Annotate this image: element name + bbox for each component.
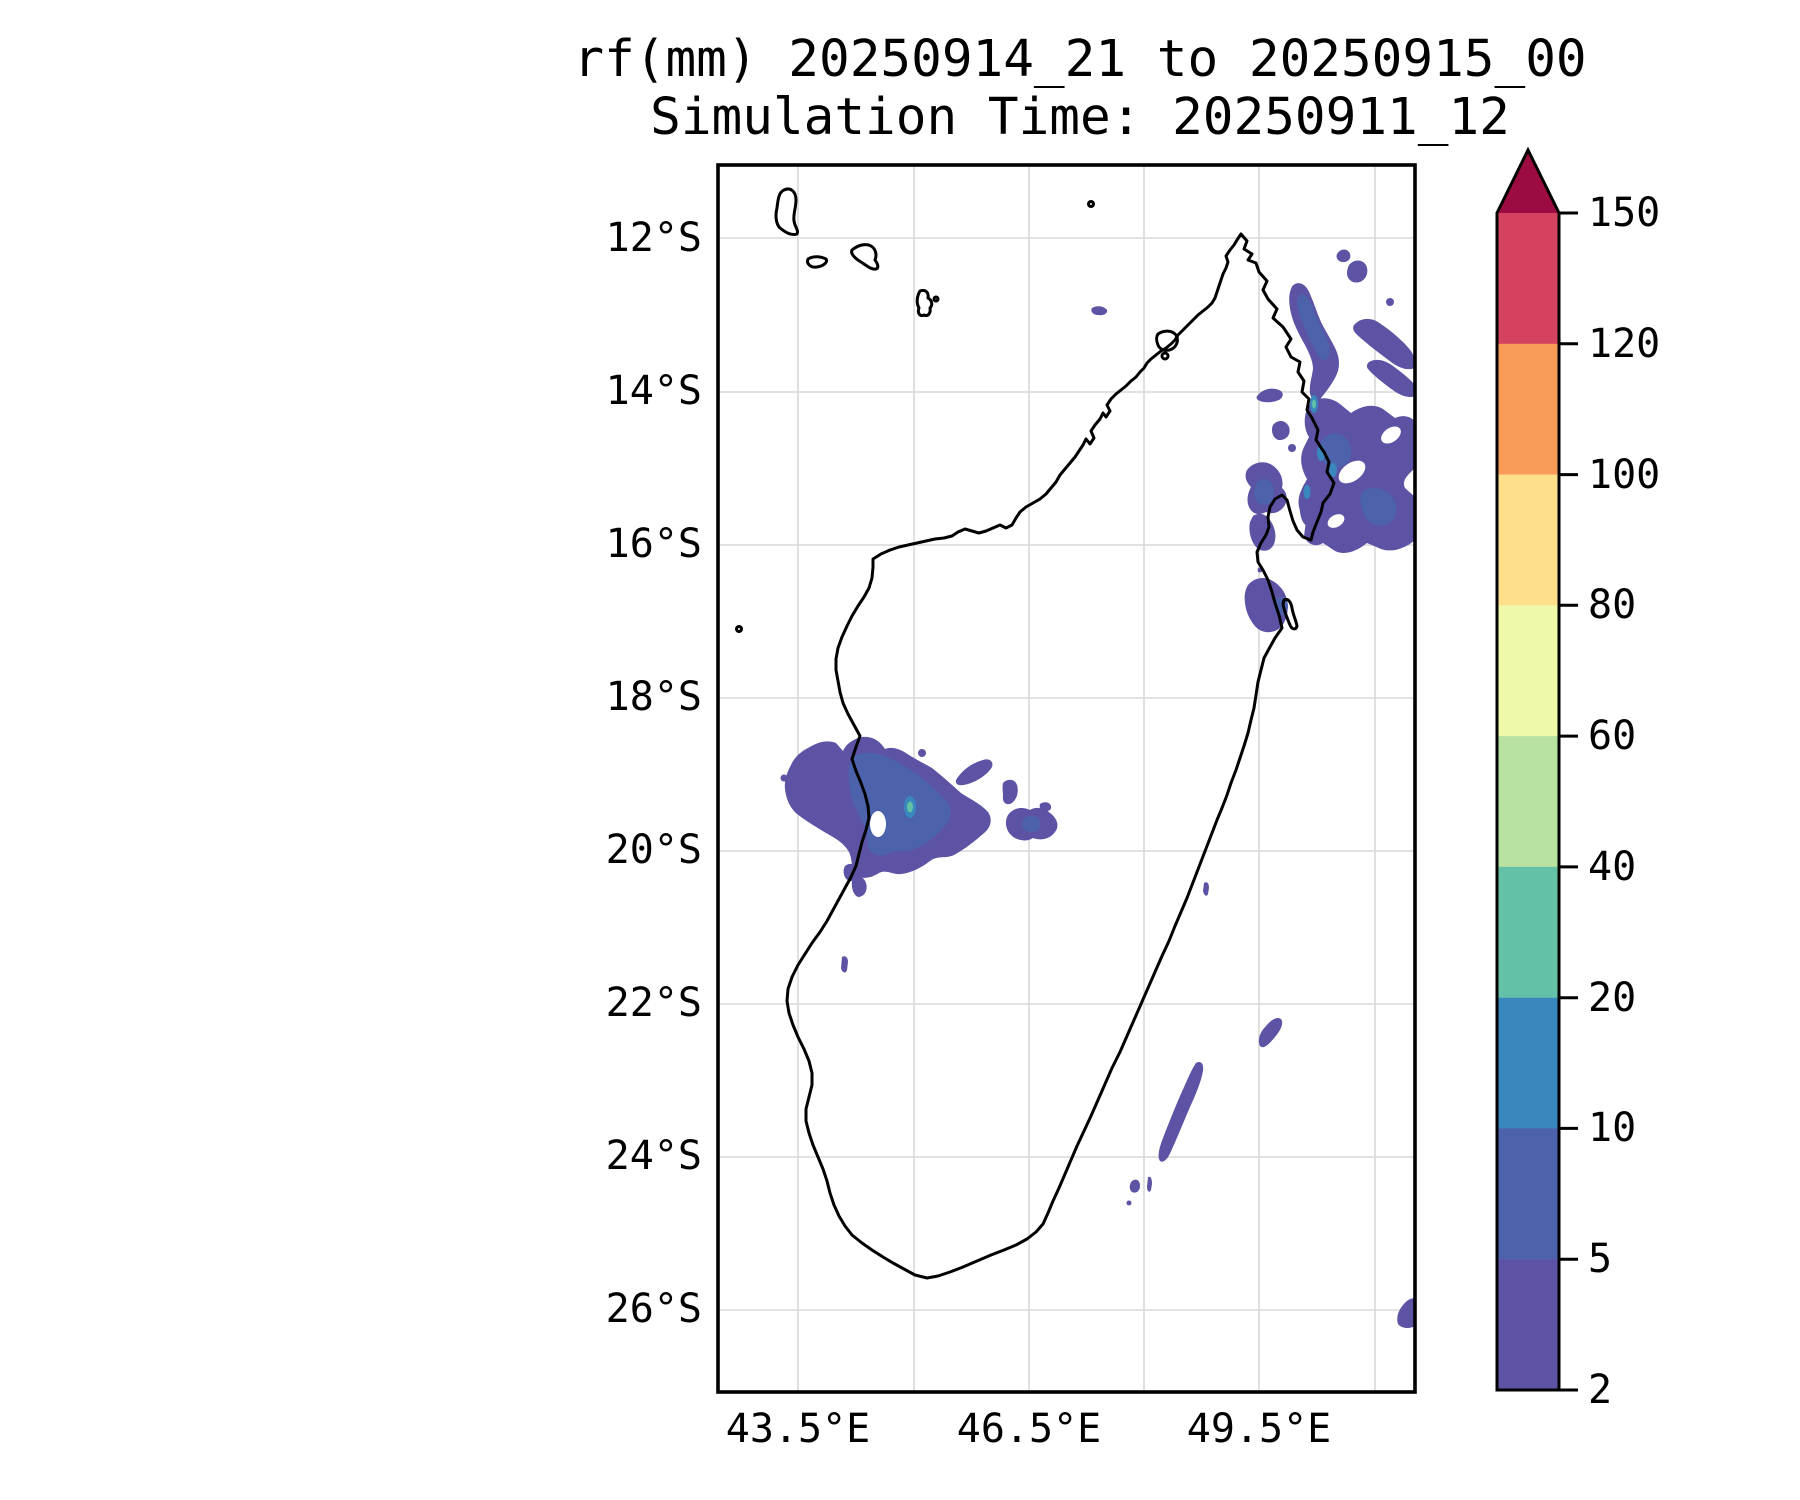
cbar-tick-20: 20 <box>1588 975 1637 1021</box>
island-anjouan <box>850 243 880 271</box>
cbar-tick-40: 40 <box>1588 844 1637 890</box>
cbar-tick-60: 60 <box>1588 713 1637 759</box>
plot-title: rf(mm) 20250914_21 to 20250915_00 <box>573 30 1587 89</box>
colorbar <box>1495 146 1578 1392</box>
colorbar-extend-arrow <box>1497 150 1559 213</box>
cbar-tick-5: 5 <box>1588 1236 1613 1282</box>
colorbar-ticks <box>1559 211 1578 1392</box>
cbar-tick-80: 80 <box>1588 582 1637 628</box>
lat-tick-26s: 26°S <box>605 1286 702 1332</box>
island-sainte-marie <box>1281 598 1299 631</box>
island-nosy-be <box>1155 329 1179 352</box>
coastline-madagascar <box>735 187 1336 1280</box>
cbar-tick-150: 150 <box>1588 190 1661 236</box>
rainfall-contours <box>780 249 1415 1329</box>
island-moheli <box>806 255 828 269</box>
lon-tick-46-5e: 46.5°E <box>956 1406 1102 1452</box>
islet-juan-de-nova <box>735 625 743 633</box>
plot-subtitle: Simulation Time: 20250911_12 <box>650 88 1510 147</box>
lon-tick-49-5e: 49.5°E <box>1186 1406 1332 1452</box>
cbar-tick-2: 2 <box>1588 1367 1613 1413</box>
lat-tick-18s: 18°S <box>605 674 702 720</box>
island-grande-comore <box>774 187 800 236</box>
lat-tick-22s: 22°S <box>605 980 702 1026</box>
island-mayotte <box>915 288 934 317</box>
cbar-tick-100: 100 <box>1588 452 1661 498</box>
cbar-tick-120: 120 <box>1588 321 1661 367</box>
cbar-tick-10: 10 <box>1588 1105 1637 1151</box>
lat-tick-14s: 14°S <box>605 368 702 414</box>
lat-tick-24s: 24°S <box>605 1133 702 1179</box>
lat-tick-12s: 12°S <box>605 215 702 261</box>
islet-glorioso <box>1087 200 1095 208</box>
islet-dot-1 <box>932 295 940 303</box>
map-frame <box>716 163 1417 1394</box>
lat-tick-16s: 16°S <box>605 521 702 567</box>
lon-tick-43-5e: 43.5°E <box>725 1406 871 1452</box>
lat-tick-20s: 20°S <box>605 827 702 873</box>
islet-nosy-komba <box>1160 351 1170 361</box>
